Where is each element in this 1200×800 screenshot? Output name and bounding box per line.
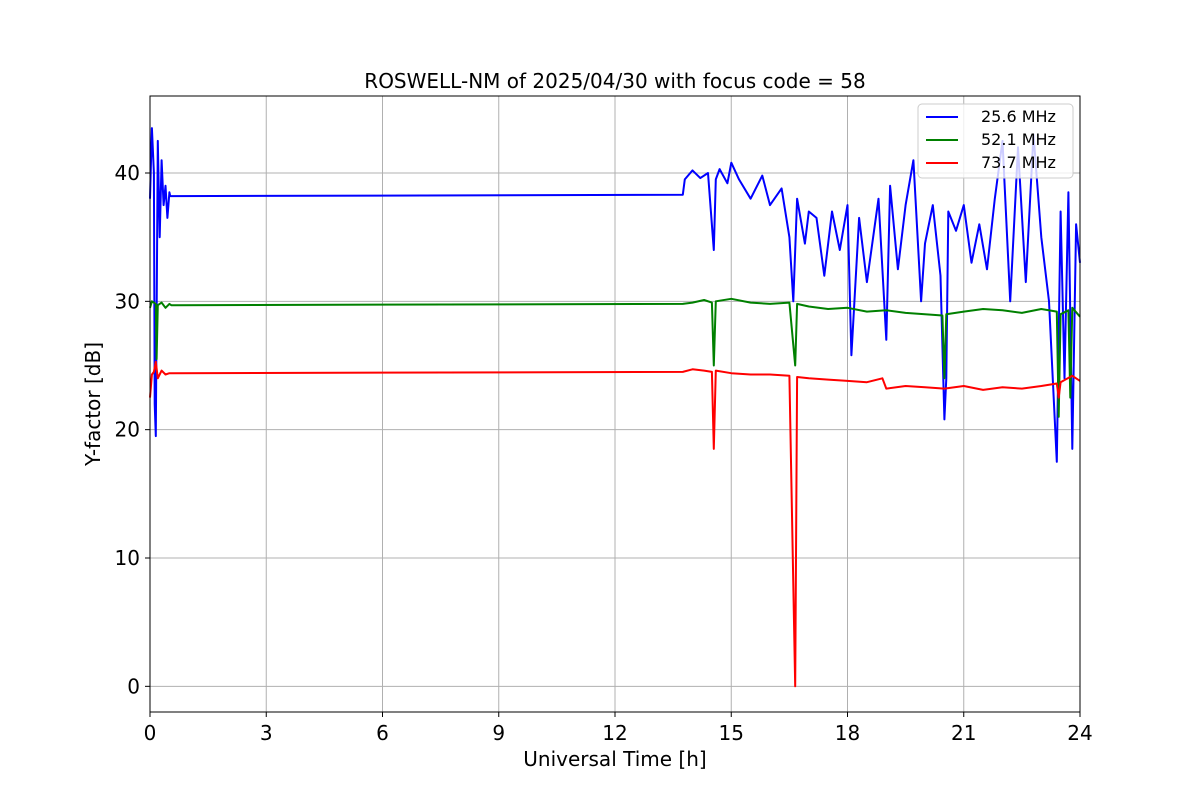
legend: 25.6 MHz 52.1 MHz 73.7 MHz — [917, 103, 1074, 179]
x-tick-label: 6 — [376, 721, 389, 745]
y-axis-label: Y-factor [dB] — [81, 342, 105, 467]
x-tick-label: 9 — [492, 721, 505, 745]
x-tick-label: 21 — [951, 721, 976, 745]
x-axis-ticks: 0 3 6 9 12 15 18 21 24 — [144, 712, 1093, 745]
x-tick-label: 24 — [1067, 721, 1092, 745]
y-tick-label: 40 — [115, 161, 140, 185]
series-layer — [149, 127, 1081, 688]
legend-label: 25.6 MHz — [981, 107, 1056, 126]
legend-box — [917, 103, 1074, 179]
y-axis-ticks: 0 10 20 30 40 — [115, 161, 150, 698]
y-tick-label: 10 — [115, 546, 140, 570]
y-tick-label: 30 — [115, 289, 140, 313]
x-tick-label: 12 — [602, 721, 627, 745]
x-axis-label: Universal Time [h] — [523, 747, 706, 771]
legend-label: 73.7 MHz — [981, 153, 1056, 172]
x-tick-label: 15 — [719, 721, 744, 745]
series-line-0 — [149, 127, 1081, 463]
y-tick-label: 20 — [115, 418, 140, 442]
y-tick-label: 0 — [127, 674, 140, 698]
x-tick-label: 18 — [835, 721, 860, 745]
x-tick-label: 3 — [260, 721, 273, 745]
series-line-1 — [149, 297, 1081, 418]
x-tick-label: 0 — [144, 721, 157, 745]
series-line-2 — [149, 360, 1081, 688]
legend-label: 52.1 MHz — [981, 130, 1056, 149]
chart-title: ROSWELL-NM of 2025/04/30 with focus code… — [364, 69, 865, 93]
